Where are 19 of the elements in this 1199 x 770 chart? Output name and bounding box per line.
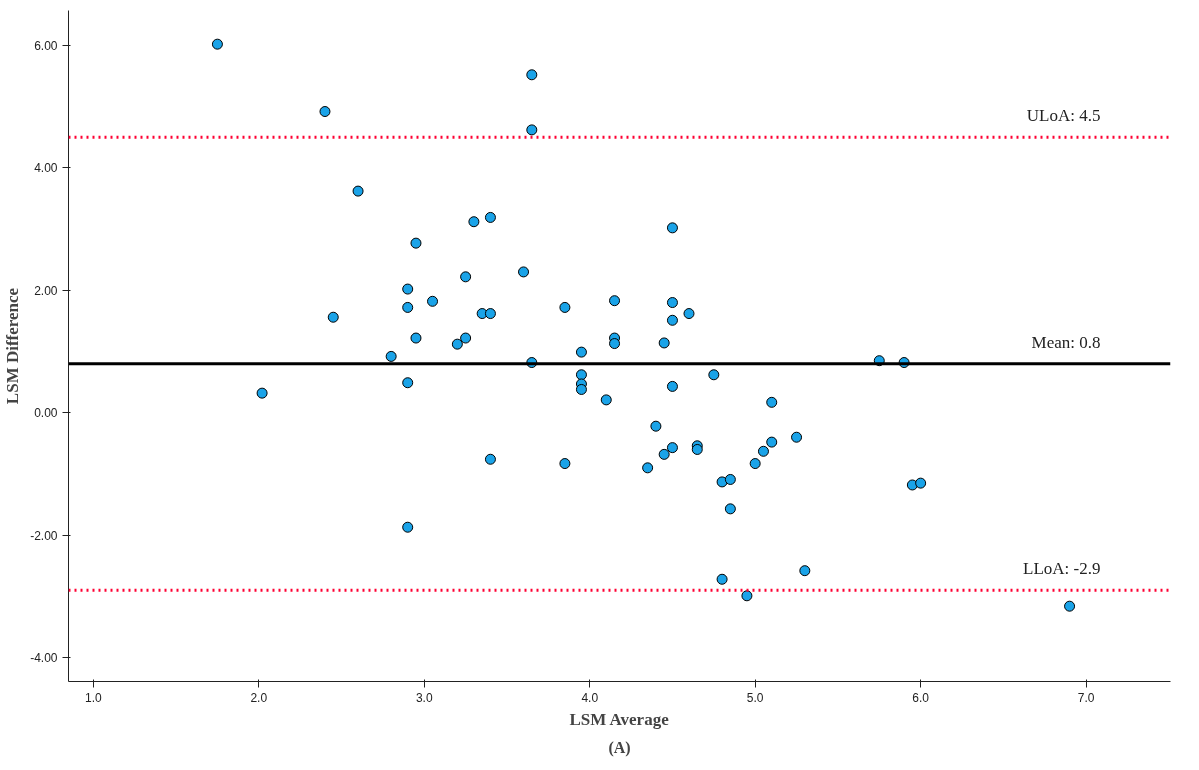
y-tick-label: 4.00 bbox=[34, 161, 58, 176]
y-axis-title: LSM Difference bbox=[3, 287, 23, 405]
x-tick-label: 1.0 bbox=[84, 690, 102, 705]
text: (A) bbox=[608, 738, 631, 757]
y-tick-label: 2.00 bbox=[34, 283, 58, 298]
x-tick-label: 6.0 bbox=[912, 690, 930, 705]
ref-line-label: ULoA: 4.5 bbox=[1026, 106, 1101, 126]
x-tick-label: 5.0 bbox=[746, 690, 764, 705]
y-tick-label: 0.00 bbox=[34, 406, 58, 421]
x-axis-title: LSM Average bbox=[569, 709, 670, 729]
y-tick-label: -2.00 bbox=[30, 528, 58, 543]
ref-line-label: Mean: 0.8 bbox=[1031, 332, 1101, 352]
x-tick-label: 7.0 bbox=[1077, 690, 1095, 705]
y-tick-label: -4.00 bbox=[30, 651, 58, 666]
x-tick-label: 4.0 bbox=[581, 690, 599, 705]
ref-line-label: LLoA: -2.9 bbox=[1023, 559, 1101, 579]
y-tick-label: 6.00 bbox=[34, 38, 58, 53]
x-tick-label: 2.0 bbox=[250, 690, 268, 705]
x-tick-label: 3.0 bbox=[415, 690, 433, 705]
